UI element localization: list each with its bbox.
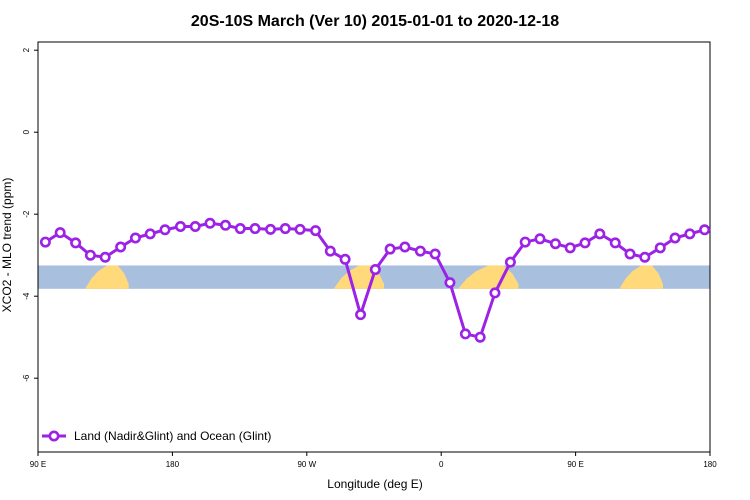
data-point-37	[594, 228, 606, 240]
data-point-13	[234, 223, 246, 235]
data-point-32	[519, 236, 531, 248]
plot-frame	[37, 41, 711, 453]
data-point-8	[159, 224, 171, 236]
data-point-27	[444, 277, 456, 289]
data-point-12	[219, 219, 231, 231]
data-point-33	[534, 233, 546, 245]
land-segment-2	[458, 265, 519, 289]
y-tick-label-3: -4	[22, 292, 31, 300]
data-point-40	[639, 251, 651, 263]
data-point-19	[324, 245, 336, 257]
x-tick-label-1: 180	[166, 460, 180, 469]
data-point-44	[699, 224, 711, 236]
data-point-30	[489, 287, 501, 299]
data-point-9	[174, 221, 186, 233]
chart-title: 20S-10S March (Ver 10) 2015-01-01 to 202…	[191, 13, 559, 30]
legend: Land (Nadir&Glint) and Ocean (Glint)	[42, 429, 271, 443]
x-tick-label-0: 90 E	[30, 460, 46, 469]
data-point-42	[669, 232, 681, 244]
series-layer	[39, 217, 711, 343]
data-point-24	[399, 241, 411, 253]
x-axis: 90 E 180 90 W 0 90 E 180	[30, 452, 717, 469]
data-point-10	[189, 221, 201, 233]
x-tick-label-4: 90 E	[567, 460, 583, 469]
data-point-17	[294, 223, 306, 235]
data-point-20	[339, 253, 351, 265]
data-point-29	[474, 331, 486, 343]
data-point-31	[504, 256, 516, 268]
data-point-28	[459, 328, 471, 340]
data-point-21	[355, 309, 367, 321]
data-point-14	[249, 223, 261, 235]
data-point-6	[129, 232, 141, 244]
data-point-23	[384, 243, 396, 255]
data-point-2	[70, 237, 82, 249]
legend-entry-label: Land (Nadir&Glint) and Ocean (Glint)	[74, 429, 271, 443]
data-point-7	[144, 228, 156, 240]
data-point-36	[579, 237, 591, 249]
land-segment-3	[619, 265, 663, 289]
data-point-22	[369, 264, 381, 276]
data-point-3	[84, 249, 96, 261]
data-point-35	[564, 242, 576, 254]
x-tick-label-2: 90 W	[297, 460, 316, 469]
data-point-26	[429, 248, 441, 260]
data-point-0	[39, 236, 51, 248]
data-point-38	[609, 237, 621, 249]
data-point-43	[684, 228, 696, 240]
data-point-11	[204, 217, 216, 229]
legend-point-marker	[48, 430, 60, 442]
data-point-4	[99, 251, 111, 263]
x-tick-label-5: 180	[703, 460, 717, 469]
land-segment-0	[85, 265, 129, 289]
x-axis-label: Longitude (deg E)	[327, 477, 422, 491]
data-point-18	[310, 225, 322, 237]
data-point-1	[54, 227, 66, 239]
data-point-5	[115, 241, 127, 253]
data-point-39	[624, 248, 636, 260]
y-axis: 2 0 -2 -4 -6	[22, 47, 38, 382]
data-point-16	[279, 223, 291, 235]
data-point-34	[549, 238, 561, 250]
data-point-15	[265, 223, 277, 235]
y-tick-label-1: 0	[22, 129, 31, 134]
data-point-25	[414, 245, 426, 257]
data-point-41	[654, 242, 666, 254]
x-tick-label-3: 0	[439, 460, 444, 469]
y-tick-label-0: 2	[22, 47, 31, 52]
y-tick-label-2: -2	[22, 210, 31, 218]
y-tick-label-4: -6	[22, 374, 31, 382]
y-axis-label: XCO2 - MLO trend (ppm)	[0, 178, 14, 313]
